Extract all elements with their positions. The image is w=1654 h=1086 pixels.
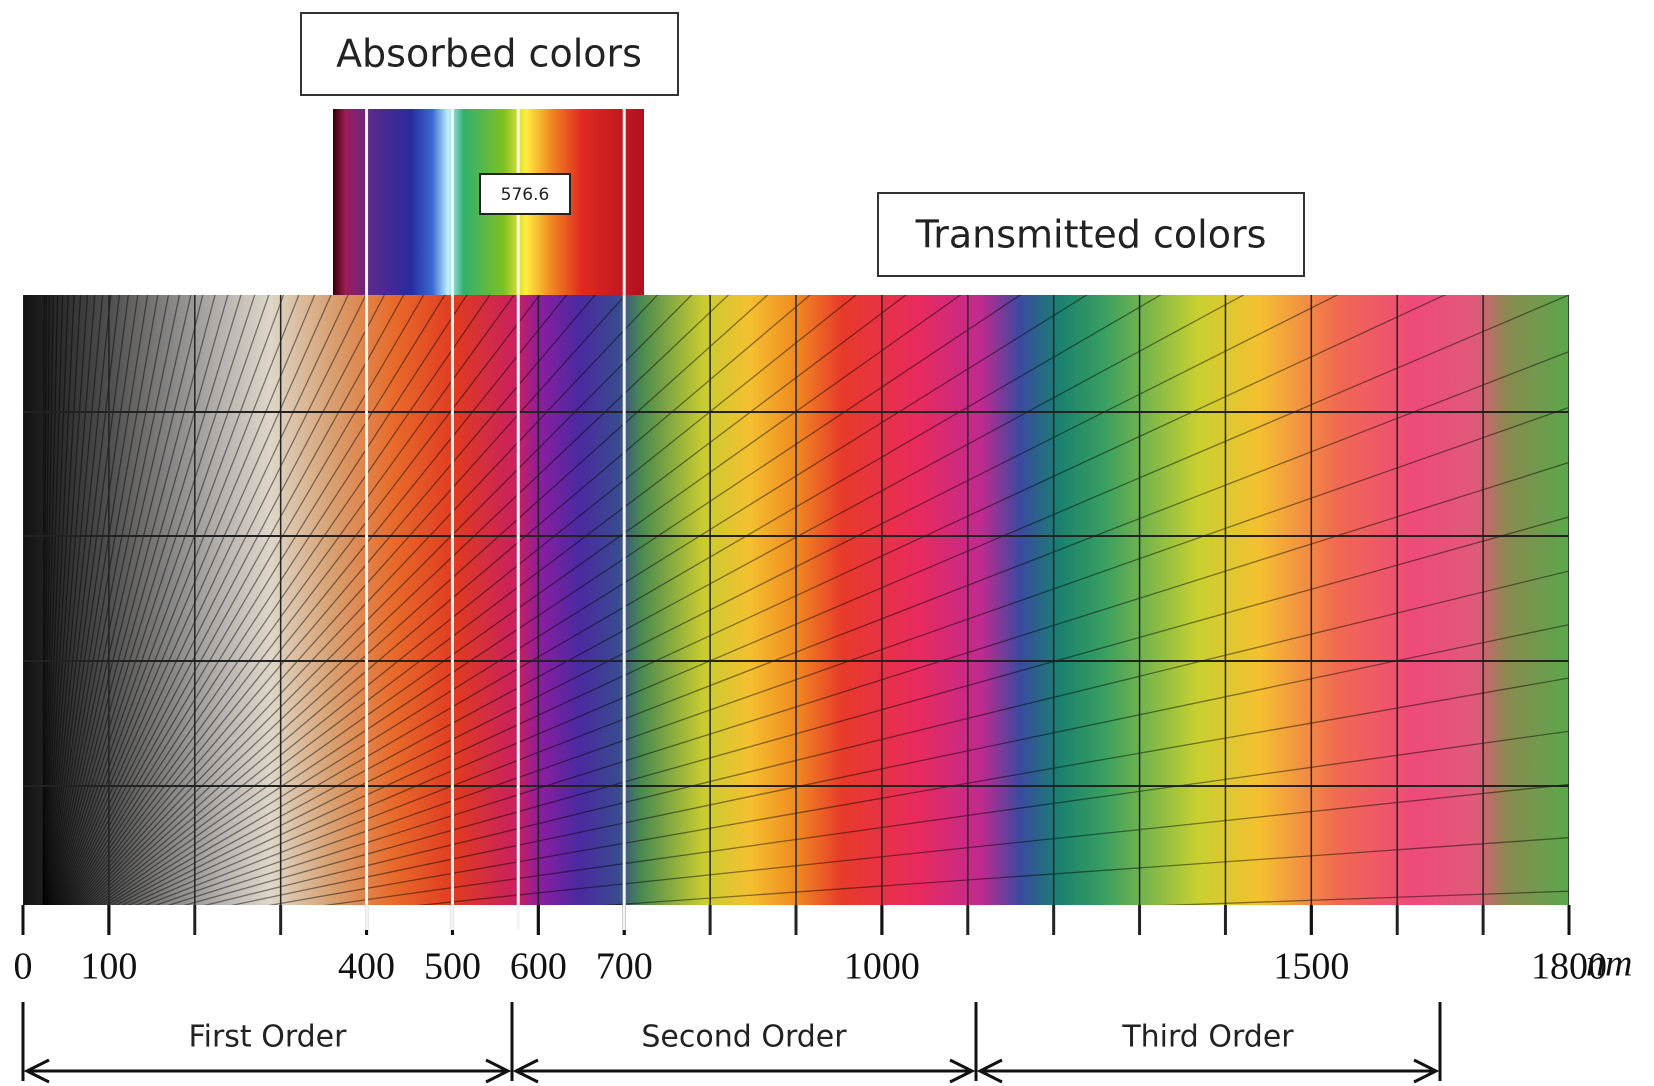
michel-levy-chart: Absorbed colors Transmitted colors 0 100 4… (0, 0, 1654, 1086)
absorbed-title: Absorbed colors (336, 32, 642, 76)
tick-label: 600 (510, 946, 567, 988)
tick-label: 100 (80, 946, 137, 988)
tick-label: 700 (596, 946, 653, 988)
tick-label: 0 (14, 946, 33, 988)
wavelength-label: 576.6 (501, 185, 550, 205)
unit-label: nm (1586, 943, 1632, 985)
tick-label: 400 (338, 946, 395, 988)
order-label: Second Order (641, 1020, 847, 1055)
order-label: Third Order (1121, 1020, 1294, 1055)
tick-label: 500 (424, 946, 481, 988)
transmitted-title: Transmitted colors (915, 213, 1267, 257)
tick-label: 1000 (844, 946, 920, 988)
order-label: First Order (189, 1020, 348, 1055)
tick-label: 1500 (1273, 946, 1349, 988)
